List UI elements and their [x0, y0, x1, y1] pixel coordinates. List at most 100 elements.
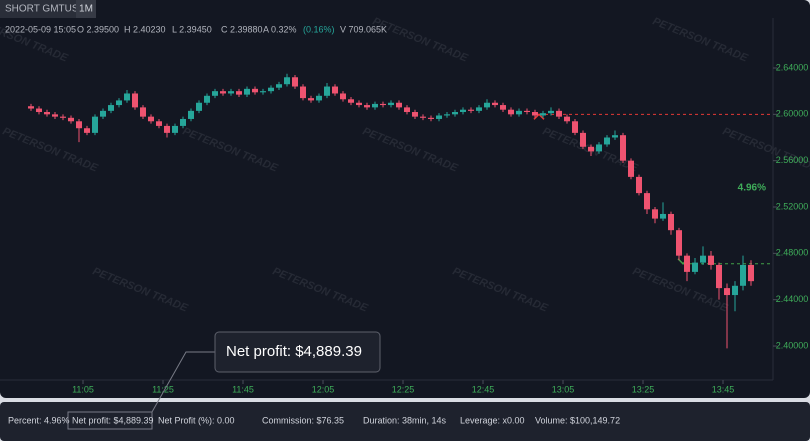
candle-body [76, 121, 82, 129]
candle-body [340, 93, 346, 100]
symbol-tab[interactable] [0, 0, 76, 18]
y-tick-label: 2.56000 [776, 155, 809, 165]
x-tick-label: 12:25 [392, 384, 415, 394]
candle-body [580, 132, 586, 147]
candle-body [172, 125, 178, 133]
candle-body [412, 112, 418, 117]
candle-body [692, 262, 698, 272]
tooltip-text: Net profit: $4,889.39 [226, 343, 362, 360]
x-tick-label: 11:45 [232, 384, 254, 394]
symbol: SHORT GMTUSDT [5, 4, 92, 15]
candle-body [108, 105, 114, 111]
candle-body [468, 109, 474, 111]
candle-body [68, 117, 74, 122]
footer-item: Commission: $76.35 [262, 415, 344, 425]
candle-body [452, 112, 458, 115]
info-item: L 2.39450 [172, 24, 212, 34]
x-tick-label: 12:05 [312, 384, 335, 394]
y-tick-label: 2.60000 [776, 109, 809, 119]
candle-body [436, 115, 442, 119]
entry-marker [533, 113, 545, 120]
candle-body [316, 95, 322, 101]
candle-body [140, 107, 146, 117]
candle-body [492, 102, 498, 106]
x-tick-label: 13:05 [552, 384, 575, 394]
candle-body [508, 109, 514, 115]
candle-body [28, 106, 34, 109]
candle-body [404, 107, 410, 113]
info-item: O 2.39500 [77, 24, 119, 34]
candle-body [300, 86, 306, 99]
candle-body [700, 255, 706, 263]
candle-body [396, 102, 402, 108]
info-item: (0.16%) [303, 24, 335, 34]
candle-body [524, 110, 530, 113]
x-tick-label: 11:05 [72, 384, 94, 394]
footer-item: Leverage: x0.00 [460, 415, 525, 425]
footer-item: Percent: 4.96% [8, 415, 70, 425]
candle-body [660, 213, 666, 219]
candle-body [252, 88, 258, 93]
info-item: H 2.40230 [124, 24, 166, 34]
candle-body [100, 110, 106, 117]
footer-bar [0, 402, 810, 441]
candle-body [220, 91, 226, 94]
candle-body [356, 102, 362, 106]
y-tick-label: 2.52000 [776, 201, 809, 211]
candle-body [732, 285, 738, 296]
plot: 2.40000 2.44000 2.48000 2.52000 2.56000 2.600… [28, 62, 808, 394]
info-item: 2022-05-09 15:05 [5, 24, 76, 34]
footer-item: Duration: 38min, 14s [363, 415, 447, 425]
candle-body [236, 91, 242, 95]
tooltip-box [214, 331, 381, 373]
candle-body [628, 160, 634, 177]
footer-item: Volume: $100,149.72 [535, 415, 620, 425]
chart-panel [0, 0, 810, 398]
footer-highlight [67, 411, 153, 430]
info-item: C 2.39880 [221, 24, 263, 34]
candle-body [156, 121, 162, 126]
candle-body [364, 105, 370, 108]
candle-body [324, 86, 330, 96]
candle-body [740, 264, 746, 286]
candle-body [620, 135, 626, 161]
candle-body [476, 107, 482, 111]
candle-body [564, 116, 570, 122]
candle-body [60, 116, 66, 118]
tooltip-connector [151, 351, 215, 413]
y-tick-label: 2.40000 [776, 340, 809, 350]
candle-body [148, 116, 154, 122]
candle-body [604, 137, 610, 145]
candle-body [708, 255, 714, 265]
candle-body [188, 110, 194, 119]
candle-body [388, 102, 394, 106]
candle-body [284, 77, 290, 85]
candle-body [228, 91, 234, 94]
candle-body [548, 110, 554, 114]
x-tick-label: 12:45 [472, 384, 495, 394]
candle-body [372, 103, 378, 108]
x-tick-label: 11:25 [152, 384, 174, 394]
candle-body [124, 93, 130, 101]
info-item: V 709.065K [340, 24, 387, 34]
candle-body [116, 100, 122, 106]
x-tick-label: 13:45 [712, 384, 735, 394]
ohlc-info: 2022-05-09 15:05 O 2.39500 H 2.40230 L 2.39… [5, 24, 387, 34]
candle-body [428, 117, 434, 119]
interval: 1M [79, 4, 93, 15]
candle-body [260, 91, 266, 93]
y-tick-label: 2.48000 [776, 248, 809, 258]
footer-item: Net profit: $4,889.39 [72, 415, 154, 425]
candle-body [636, 176, 642, 194]
candle-body [132, 93, 138, 108]
interval-tab[interactable] [76, 0, 96, 18]
candle-body [676, 230, 682, 256]
info-item: A 0.32% [263, 24, 297, 34]
candle-body [276, 84, 282, 88]
candle-body [668, 213, 674, 231]
candle-body [52, 114, 58, 117]
candle-body [196, 102, 202, 111]
candle-body [684, 255, 690, 272]
